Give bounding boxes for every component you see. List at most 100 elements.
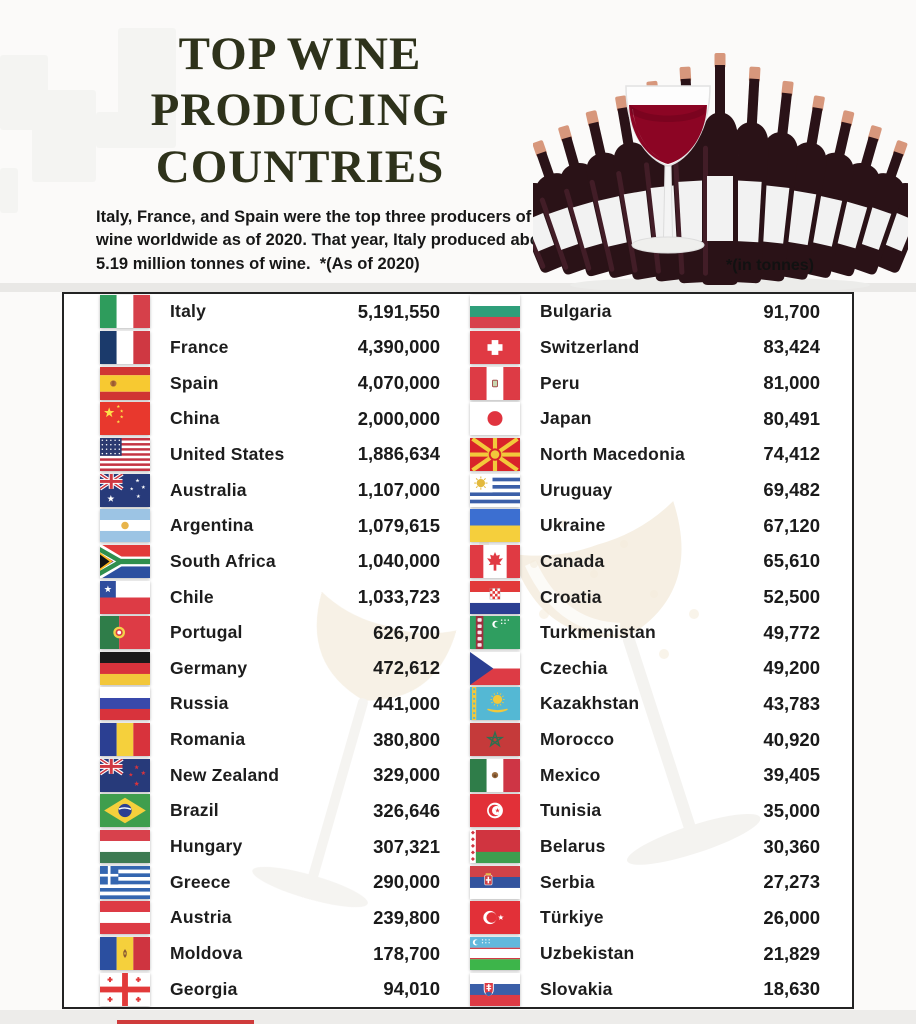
table-row: Greece 290,000 [64, 864, 458, 900]
country-name: Slovakia [540, 978, 613, 999]
table-row: Portugal 626,700 [64, 615, 458, 651]
country-name: Italy [170, 301, 207, 322]
table-columns: Italy 5,191,550 France 4,390,000 Spain 4,070,… [64, 294, 852, 1007]
argentina-flag-icon [100, 509, 150, 543]
production-value: 52,500 [763, 586, 820, 608]
country-name: Russia [170, 693, 229, 714]
japan-flag-icon [470, 402, 520, 436]
production-value: 65,610 [763, 550, 820, 572]
country-name: Canada [540, 550, 605, 571]
production-value: 1,886,634 [357, 443, 440, 465]
table-row: Hungary 307,321 [64, 829, 458, 865]
table-row: Mexico 39,405 [458, 757, 852, 793]
table-row: South Africa 1,040,000 [64, 544, 458, 580]
kazakhstan-flag-icon [470, 687, 520, 721]
united-states-flag-icon [100, 437, 150, 471]
ukraine-flag-icon [470, 509, 520, 543]
production-value: 4,390,000 [357, 336, 440, 358]
production-value: 94,010 [383, 978, 440, 1000]
table-row: Croatia 52,500 [458, 579, 852, 615]
italy-flag-icon [100, 295, 150, 329]
north-macedonia-flag-icon [470, 437, 520, 471]
country-name: Uzbekistan [540, 943, 635, 964]
country-name: Brazil [170, 800, 219, 821]
table-row: Japan 80,491 [458, 401, 852, 437]
production-value: 81,000 [763, 372, 820, 394]
table-row: Austria 239,800 [64, 900, 458, 936]
country-name: Portugal [170, 622, 243, 643]
country-name: New Zealand [170, 764, 280, 785]
morocco-flag-icon [470, 723, 520, 757]
country-name: Peru [540, 372, 580, 393]
table-row: Romania 380,800 [64, 722, 458, 758]
table-row: Ukraine 67,120 [458, 508, 852, 544]
country-name: Tunisia [540, 800, 602, 821]
production-value: 35,000 [763, 799, 820, 821]
country-name: Germany [170, 657, 248, 678]
spain-flag-icon [100, 366, 150, 400]
country-name: Romania [170, 729, 246, 750]
serbia-flag-icon [470, 865, 520, 899]
production-value: 80,491 [763, 407, 820, 429]
production-value: 4,070,000 [357, 372, 440, 394]
belarus-flag-icon [470, 830, 520, 864]
country-name: Switzerland [540, 336, 640, 357]
production-value: 2,000,000 [357, 407, 440, 429]
moldova-flag-icon [100, 937, 150, 971]
croatia-flag-icon [470, 580, 520, 614]
country-name: Chile [170, 586, 214, 607]
country-name: Japan [540, 408, 592, 429]
production-value: 26,000 [763, 906, 820, 928]
table-row: Serbia 27,273 [458, 864, 852, 900]
country-name: China [170, 408, 220, 429]
skyline-watermark [0, 168, 18, 213]
country-name: Greece [170, 871, 231, 892]
country-name: Czechia [540, 657, 608, 678]
unit-note: *(in tonnes) [726, 257, 814, 274]
table-row: Canada 65,610 [458, 544, 852, 580]
table-row: Belarus 30,360 [458, 829, 852, 865]
table-row: Germany 472,612 [64, 651, 458, 687]
uruguay-flag-icon [470, 473, 520, 507]
table-row: Türkiye 26,000 [458, 900, 852, 936]
table-row: Uzbekistan 21,829 [458, 936, 852, 972]
chile-flag-icon [100, 580, 150, 614]
subtitle-text: Italy, France, and Spain were the top th… [96, 208, 556, 273]
bulgaria-flag-icon [470, 295, 520, 329]
skyline-watermark [32, 90, 96, 182]
table-row: Switzerland 83,424 [458, 330, 852, 366]
hungary-flag-icon [100, 830, 150, 864]
table-row: Moldova 178,700 [64, 936, 458, 972]
country-name: United States [170, 443, 285, 464]
table-row: Chile 1,033,723 [64, 579, 458, 615]
country-name: Morocco [540, 729, 615, 750]
country-name: Georgia [170, 978, 238, 999]
production-value: 5,191,550 [357, 300, 440, 322]
table-row: Bulgaria 91,700 [458, 294, 852, 330]
country-name: Spain [170, 372, 219, 393]
production-value: 290,000 [373, 871, 440, 893]
table-row: Uruguay 69,482 [458, 472, 852, 508]
production-value: 18,630 [763, 978, 820, 1000]
country-name: Argentina [170, 515, 254, 536]
table-row: Spain 4,070,000 [64, 365, 458, 401]
table-row: China 2,000,000 [64, 401, 458, 437]
country-name: Hungary [170, 836, 243, 857]
production-value: 91,700 [763, 300, 820, 322]
table-row: Morocco 40,920 [458, 722, 852, 758]
austria-flag-icon [100, 901, 150, 935]
country-name: Kazakhstan [540, 693, 640, 714]
table-row: Australia 1,107,000 [64, 472, 458, 508]
production-value: 1,079,615 [357, 514, 440, 536]
production-value: 69,482 [763, 479, 820, 501]
production-value: 83,424 [763, 336, 820, 358]
title-line-2: PRODUCING [150, 84, 450, 137]
country-name: Türkiye [540, 907, 604, 928]
brazil-flag-icon [100, 794, 150, 828]
peru-flag-icon [470, 366, 520, 400]
subtitle: Italy, France, and Spain were the top th… [96, 206, 558, 276]
country-name: South Africa [170, 550, 276, 571]
romania-flag-icon [100, 723, 150, 757]
t-rkiye-flag-icon [470, 901, 520, 935]
